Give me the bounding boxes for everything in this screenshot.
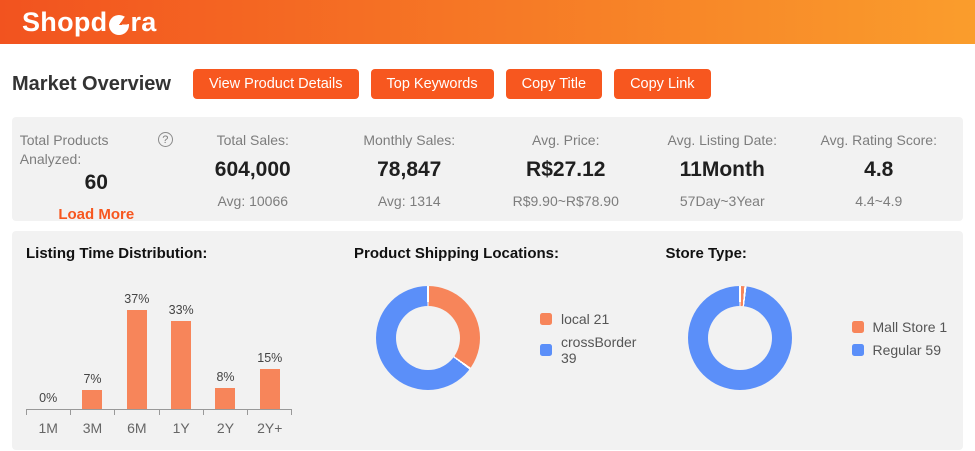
legend-label: Regular 59 [872,341,942,358]
bar [171,320,192,409]
legend-item-crossborder[interactable]: crossBorder 39 [540,334,652,366]
legend-item-regular[interactable]: Regular 59 [851,341,948,358]
app-header: Shopd ra [0,0,975,44]
store-type-chart: Store Type: Mall Store 1 Regular 59 [652,231,964,450]
bar-column: 37% [115,292,159,409]
view-product-details-button[interactable]: View Product Details [192,68,359,100]
legend-label: Mall Store 1 [872,318,948,335]
x-axis-labels: 1M 3M 6M 1Y 2Y 2Y+ [26,420,292,436]
load-more-link[interactable]: Load More [58,205,135,223]
bar-column: 33% [159,303,203,409]
logo-text-prefix: Shopd [22,6,108,37]
x-axis-label: 3M [82,420,103,436]
donut-chart [376,286,480,390]
help-icon[interactable]: ? [157,132,173,147]
legend-swatch [540,312,552,325]
logo-text-suffix: ra [130,6,157,37]
chart-title: Product Shipping Locations: [354,245,559,262]
stat-label: Monthly Sales: [363,132,456,148]
stats-panel: Total Products Analyzed:? 60 Load More T… [12,117,963,223]
bar-value-label: 37% [124,292,150,307]
bar-column: 8% [203,370,247,409]
stat-label: Avg. Listing Date: [667,132,777,148]
donut-hole [707,306,772,370]
chart-legend: local 21 crossBorder 39 [540,304,652,373]
bar-value-label: 7% [83,372,102,387]
donut-chart [687,286,792,390]
stat-value: 78,847 [377,157,442,181]
page-title: Market Overview [12,72,171,95]
x-axis-label: 2Y+ [257,420,283,436]
bar [259,368,280,409]
stat-value: 60 [84,170,108,194]
legend-swatch [851,343,864,356]
legend-swatch [540,343,552,356]
chart-title: Listing Time Distribution: [26,245,208,262]
bar-column: 15% [248,351,292,409]
x-axis-label: 2Y [216,420,235,436]
copy-link-button[interactable]: Copy Link [614,68,711,100]
stat-label: Avg. Price: [532,132,600,148]
stat-total-sales: Total Sales: 604,000 Avg: 10066 [175,131,332,221]
stat-value: 604,000 [214,157,291,181]
legend-item-mall-store[interactable]: Mall Store 1 [851,318,948,335]
stat-avg-rating-score: Avg. Rating Score: 4.8 4.4~4.9 [801,131,958,221]
shopdora-logo[interactable]: Shopd ra [22,7,157,38]
stat-label: Avg. Rating Score: [820,132,937,148]
bar-column: 0% [26,391,70,409]
legend-label: crossBorder 39 [561,333,637,366]
stat-value: R$27.12 [526,157,606,181]
bar-value-label: 15% [257,350,283,365]
bar [126,310,147,409]
bar-chart-plot-area: 0% 7% 37% 33% 8% 15% [26,292,292,410]
toolbar: Market Overview View Product Details Top… [12,68,963,100]
copy-title-button[interactable]: Copy Title [505,68,603,100]
legend-label: local 21 [561,310,610,327]
stat-total-products: Total Products Analyzed:? 60 Load More [18,131,175,223]
legend-swatch [851,320,864,333]
stat-monthly-sales: Monthly Sales: 78,847 Avg: 1314 [331,131,488,221]
stat-avg-listing-date: Avg. Listing Date: 11Month 57Day~3Year [644,131,801,221]
bar [82,390,103,409]
bar-value-label: 8% [216,369,235,384]
stat-sub: Avg: 1314 [377,192,441,209]
stat-sub: Avg: 10066 [217,192,289,209]
bar [215,387,236,409]
product-shipping-locations-chart: Product Shipping Locations: local 21 cro… [340,231,652,450]
x-axis-label: 1Y [172,420,190,436]
x-axis-label: 6M [127,420,147,436]
top-keywords-button[interactable]: Top Keywords [370,68,494,100]
donut-hole [396,306,460,370]
stat-sub: 4.4~4.9 [855,192,903,209]
stat-sub: R$9.90~R$78.90 [512,192,619,209]
legend-item-local[interactable]: local 21 [540,311,652,327]
bar-value-label: 33% [168,302,194,317]
stat-sub: 57Day~3Year [679,192,765,209]
x-axis-label: 1M [38,420,58,436]
stat-label: Total Sales: [216,132,289,148]
chart-legend: Mall Store 1 Regular 59 [851,312,948,365]
stat-value: 4.8 [864,157,894,181]
listing-time-distribution-chart: Listing Time Distribution: 0% 7% 37% 33%… [12,231,340,450]
stat-value: 11Month [679,157,765,181]
charts-panel: Listing Time Distribution: 0% 7% 37% 33%… [12,231,963,450]
bar-column: 7% [70,372,114,409]
pie-chart-logo-icon [109,15,130,35]
x-axis-ticks [26,410,293,415]
bar-value-label: 0% [39,391,58,405]
stat-avg-price: Avg. Price: R$27.12 R$9.90~R$78.90 [488,131,645,221]
chart-title: Store Type: [665,245,747,262]
stat-label: Total Products Analyzed: [19,132,109,167]
